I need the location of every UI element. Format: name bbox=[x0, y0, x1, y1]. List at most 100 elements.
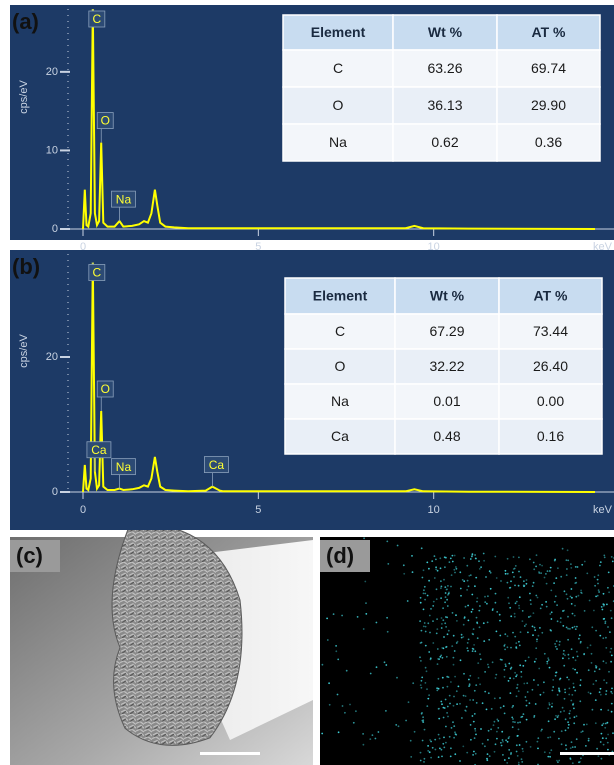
eds-dot bbox=[537, 737, 539, 739]
eds-dot bbox=[569, 713, 571, 715]
eds-dot bbox=[461, 634, 463, 636]
eds-dot bbox=[605, 621, 607, 623]
eds-dot bbox=[496, 611, 498, 613]
eds-dot bbox=[513, 556, 515, 558]
eds-dot bbox=[496, 631, 498, 633]
eds-dot bbox=[525, 696, 527, 698]
eds-dot bbox=[561, 730, 563, 732]
eds-dot bbox=[573, 686, 575, 688]
eds-dot bbox=[486, 709, 488, 711]
eds-dot bbox=[518, 762, 520, 764]
eds-dot bbox=[426, 562, 428, 564]
eds-dot bbox=[530, 615, 532, 617]
eds-dot bbox=[466, 752, 468, 754]
eds-dot bbox=[428, 568, 430, 570]
eds-dot bbox=[597, 595, 599, 597]
eds-dot bbox=[517, 722, 519, 724]
eds-dot bbox=[572, 657, 574, 659]
eds-dot bbox=[470, 739, 472, 741]
eds-dot bbox=[547, 657, 549, 659]
eds-dot bbox=[485, 576, 487, 578]
eds-dot bbox=[533, 568, 535, 570]
eds-dot bbox=[509, 677, 511, 679]
eds-dot bbox=[424, 599, 426, 601]
eds-dot bbox=[609, 631, 611, 633]
eds-dot bbox=[441, 623, 443, 625]
eds-dot bbox=[568, 658, 570, 660]
eds-dot bbox=[584, 561, 586, 563]
eds-dot bbox=[459, 760, 461, 762]
eds-dot bbox=[574, 746, 576, 748]
eds-dot bbox=[459, 571, 461, 573]
eds-dot bbox=[430, 659, 432, 661]
eds-dot bbox=[464, 617, 466, 619]
eds-dot bbox=[507, 573, 509, 575]
table-value: Ca bbox=[331, 428, 349, 444]
eds-dot bbox=[421, 680, 423, 682]
eds-dot bbox=[441, 703, 443, 705]
eds-dot bbox=[610, 661, 612, 663]
eds-dot bbox=[611, 703, 613, 705]
eds-dot bbox=[563, 650, 565, 652]
eds-dot bbox=[512, 632, 514, 634]
eds-dot bbox=[494, 721, 496, 723]
eds-dot bbox=[601, 758, 603, 760]
eds-dot bbox=[444, 566, 446, 568]
eds-dot bbox=[470, 724, 472, 726]
eds-dot bbox=[557, 567, 559, 569]
eds-dot bbox=[445, 742, 447, 744]
eds-dot bbox=[515, 565, 517, 567]
eds-dot bbox=[518, 607, 520, 609]
eds-dot bbox=[564, 689, 566, 691]
eds-dot bbox=[517, 735, 519, 737]
eds-dot bbox=[337, 694, 339, 696]
panel-label: (b) bbox=[12, 254, 40, 279]
eds-dot bbox=[563, 610, 565, 612]
eds-dot bbox=[518, 571, 520, 573]
eds-dot bbox=[548, 720, 550, 722]
eds-dot bbox=[519, 744, 521, 746]
eds-dot bbox=[558, 687, 560, 689]
eds-dot bbox=[601, 733, 603, 735]
eds-dot bbox=[486, 758, 488, 760]
eds-dot bbox=[423, 593, 425, 595]
eds-dot bbox=[539, 564, 541, 566]
eds-dot bbox=[427, 595, 429, 597]
eds-dot bbox=[435, 569, 437, 571]
eds-dot bbox=[605, 637, 607, 639]
eds-dot bbox=[421, 547, 423, 549]
table-value: 0.00 bbox=[537, 393, 564, 409]
eds-dot bbox=[411, 555, 413, 557]
eds-dot bbox=[472, 715, 474, 717]
table-value: 36.13 bbox=[427, 97, 462, 113]
eds-dot bbox=[447, 605, 449, 607]
eds-dot bbox=[546, 583, 548, 585]
eds-dot bbox=[496, 731, 498, 733]
eds-dot bbox=[538, 571, 540, 573]
table-header: Element bbox=[311, 24, 366, 40]
eds-dot bbox=[438, 734, 440, 736]
eds-dot bbox=[385, 710, 387, 712]
eds-dot bbox=[441, 586, 443, 588]
eds-dot bbox=[446, 676, 448, 678]
eds-dot bbox=[603, 605, 605, 607]
eds-dot bbox=[524, 585, 526, 587]
eds-dot bbox=[575, 577, 577, 579]
eds-dot bbox=[602, 637, 604, 639]
eds-dot bbox=[420, 760, 422, 762]
eds-dot bbox=[572, 762, 574, 764]
eds-dot bbox=[398, 725, 400, 727]
eds-dot bbox=[424, 622, 426, 624]
eds-dot bbox=[355, 710, 357, 712]
eds-dot bbox=[504, 713, 506, 715]
spectrum-panel: 051001020keVcps/eVCONa(a)ElementWt %AT %… bbox=[10, 5, 614, 253]
table-header: Wt % bbox=[430, 288, 465, 304]
eds-dot bbox=[484, 671, 486, 673]
eds-dot bbox=[455, 566, 457, 568]
eds-dot bbox=[523, 683, 525, 685]
eds-dot bbox=[540, 572, 542, 574]
eds-dot bbox=[564, 654, 566, 656]
eds-dot bbox=[557, 715, 559, 717]
eds-dot bbox=[603, 723, 605, 725]
eds-dot bbox=[386, 617, 388, 619]
